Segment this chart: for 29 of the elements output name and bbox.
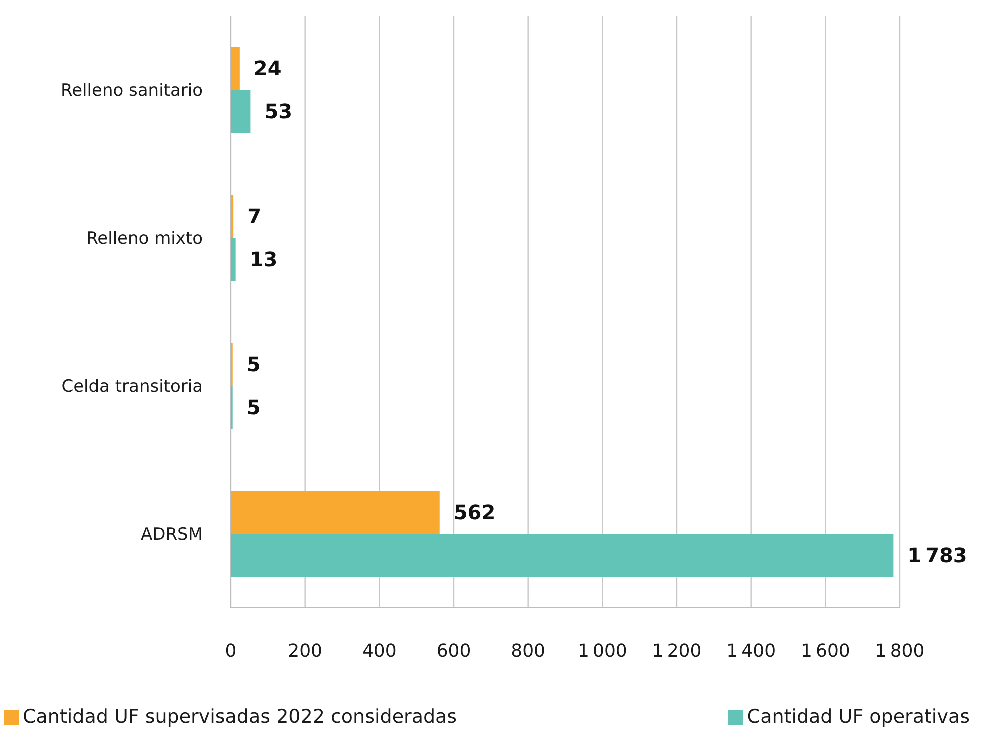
bar [231,47,240,90]
y-tick-label: Relleno sanitario [61,81,203,102]
x-tick-label: 1 600 [800,640,850,662]
y-tick-label: Relleno mixto [86,229,203,250]
y-tick-label: Celda transitoria [62,377,203,398]
y-tick-label: ADRSM [141,525,203,546]
data-label: 1 783 [908,544,968,568]
x-tick-label: 200 [288,640,323,662]
x-tick-label: 800 [511,640,546,662]
legend-label: Cantidad UF supervisadas 2022 consideradas [23,706,458,728]
legend-label: Cantidad UF operativas [747,706,970,728]
data-label: 562 [454,500,496,525]
x-tick-label: 1 200 [652,640,702,662]
bar [231,238,236,282]
x-tick-label: 600 [436,640,472,662]
x-tick-label: 400 [362,640,397,662]
bar [231,90,251,134]
data-label: 24 [254,56,282,81]
x-tick-label: 0 [225,640,237,662]
bar [231,534,894,578]
data-label: 7 [248,204,262,229]
data-label: 5 [246,352,261,377]
x-tick-label: 1 000 [578,640,628,662]
data-label: 53 [264,100,293,124]
data-label: 13 [250,248,278,272]
data-label: 5 [246,396,261,420]
x-tick-label: 1 800 [875,640,925,662]
x-tick-label: 1 400 [726,640,776,662]
bar [231,491,440,534]
